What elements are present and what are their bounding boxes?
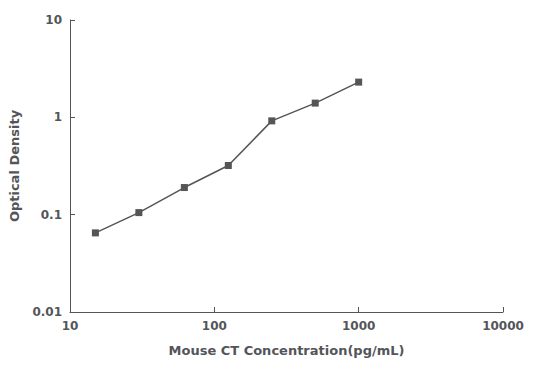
svg-text:0.1: 0.1 [41, 208, 62, 222]
svg-text:Mouse CT Concentration(pg/mL): Mouse CT Concentration(pg/mL) [169, 343, 405, 358]
svg-text:1: 1 [54, 110, 62, 124]
svg-text:Optical Density: Optical Density [7, 109, 22, 222]
svg-text:10: 10 [62, 319, 79, 333]
svg-text:10000: 10000 [482, 319, 524, 333]
svg-text:100: 100 [202, 319, 227, 333]
svg-text:1000: 1000 [342, 319, 375, 333]
svg-text:0.01: 0.01 [32, 305, 62, 319]
svg-text:10: 10 [45, 13, 62, 27]
